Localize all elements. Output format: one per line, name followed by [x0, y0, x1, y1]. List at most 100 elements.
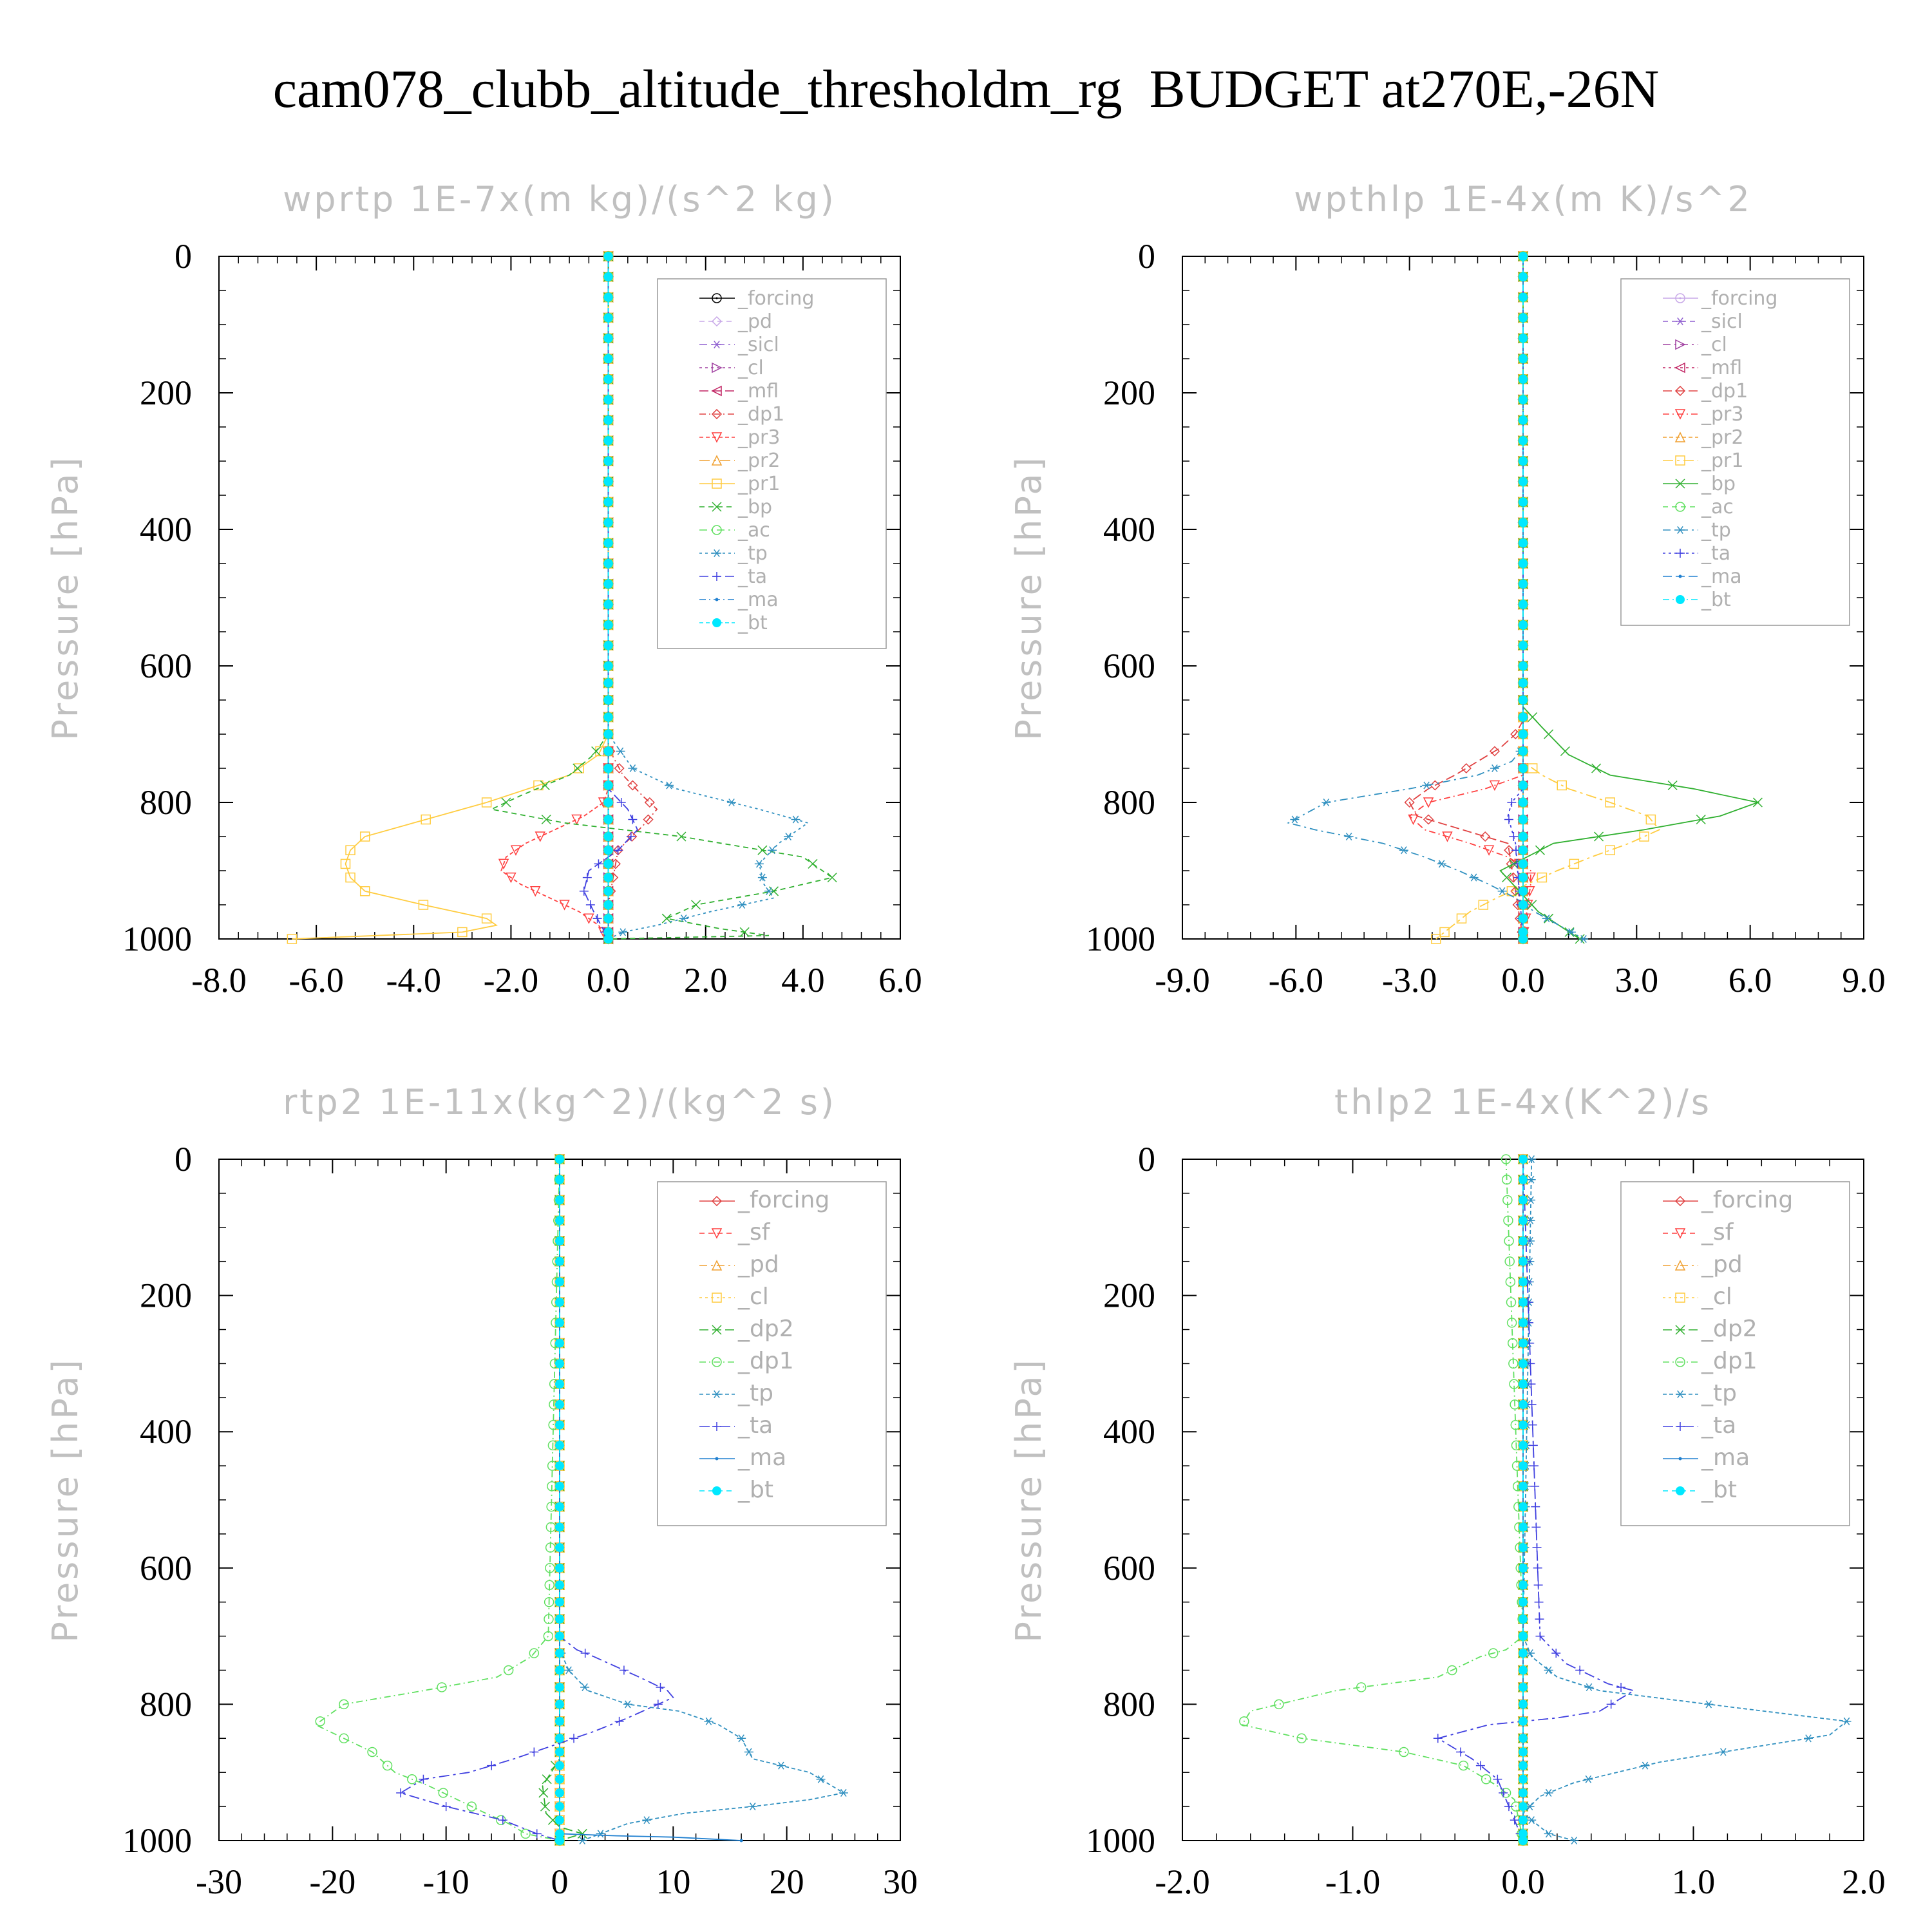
- legend-label: _pr3: [1701, 403, 1743, 426]
- y-tick-label: 600: [140, 647, 192, 685]
- series-marker: [603, 559, 613, 568]
- series-marker: [1519, 415, 1528, 425]
- series-marker: [1519, 764, 1528, 773]
- series-marker: [603, 313, 613, 323]
- series-marker: [1594, 831, 1604, 842]
- legend-label: _tp: [737, 542, 768, 565]
- legend-item: _dp2: [1663, 1316, 1757, 1342]
- series-marker: [530, 886, 541, 897]
- series-marker: [1519, 538, 1528, 548]
- series-marker: [421, 814, 431, 825]
- series-marker: [1509, 832, 1519, 841]
- series-marker: [555, 1338, 564, 1348]
- legend-item: _tp: [699, 1380, 773, 1406]
- series-marker: [359, 831, 370, 842]
- legend-label: _bp: [1701, 473, 1736, 495]
- legend-label: _pd: [737, 310, 772, 333]
- x-tick-label: -2.0: [484, 961, 538, 999]
- series-marker: [1519, 1195, 1528, 1205]
- legend: _forcing _sf _pd _cl _dp2 _dp1 _tp _ta _ma _bt: [657, 1181, 887, 1526]
- series-marker: [603, 815, 613, 824]
- series-marker: [1356, 1682, 1367, 1692]
- legend: _forcing_sicl_cl_mfl_dp1_pr3_pr2_pr1_bp_…: [1620, 278, 1850, 626]
- series-marker: [543, 1631, 554, 1642]
- series-marker: [1842, 1717, 1852, 1725]
- legend-label: _pr2: [1701, 426, 1743, 449]
- legend-marker: [1678, 1457, 1682, 1461]
- legend-label: _ac: [737, 519, 770, 542]
- series-marker: [487, 1761, 497, 1770]
- series-line: [1408, 256, 1531, 940]
- legend-item: _dp2: [699, 1316, 794, 1342]
- series-marker: [1544, 1830, 1553, 1838]
- series-marker: [1519, 600, 1528, 609]
- series-marker: [1501, 873, 1512, 883]
- series-marker: [555, 1256, 564, 1266]
- series-ta: [1433, 1155, 1636, 1845]
- legend-item: _ta: [699, 565, 767, 588]
- series-marker: [580, 1649, 590, 1658]
- series-marker: [603, 620, 613, 630]
- series-marker: [1504, 1236, 1514, 1246]
- legend-item: _cl: [1663, 1283, 1732, 1310]
- legend-box: [657, 278, 887, 649]
- legend-item: _sicl: [1663, 310, 1743, 333]
- series-marker: [603, 927, 613, 937]
- x-tick-label: 6.0: [878, 961, 922, 999]
- series-marker: [592, 914, 602, 923]
- series-marker: [838, 1788, 848, 1797]
- series-marker: [1519, 1815, 1528, 1825]
- series-marker: [574, 763, 584, 773]
- x-tick-label: 3.0: [1615, 961, 1659, 999]
- series-marker: [1433, 1734, 1443, 1743]
- legend-marker: [712, 618, 721, 627]
- series-marker: [596, 1830, 605, 1838]
- series-marker: [1399, 1747, 1409, 1757]
- legend-item: _ma: [699, 1444, 786, 1471]
- series-marker: [1527, 1155, 1537, 1164]
- legend-item: _mfl: [1663, 357, 1742, 379]
- series-marker: [441, 1802, 451, 1812]
- legend-item: _forcing: [699, 287, 814, 310]
- series-marker: [540, 780, 550, 791]
- series-marker: [1458, 1760, 1469, 1771]
- legend-marker: [1674, 1228, 1686, 1239]
- y-axis-label: Pressure [hPa]: [1009, 1357, 1049, 1642]
- series-marker: [1530, 1481, 1540, 1491]
- series-marker: [1519, 696, 1528, 705]
- series-marker: [1527, 1399, 1537, 1409]
- legend-marker: [712, 1422, 721, 1431]
- series-marker: [1519, 1461, 1528, 1471]
- panel-3: -30 -20 -10 0 10 20 30 0 200 400 600 800 1000 rtp2 1E…: [45, 1082, 918, 1901]
- series-marker: [603, 436, 613, 446]
- series-marker: [1508, 872, 1519, 883]
- series-marker: [457, 927, 468, 938]
- panel-1: -8.0 -6.0 -4.0 -2.0 0.0 2.0 4.0 6.0 0 200 400 600 80…: [45, 179, 922, 999]
- legend-item: _bt: [699, 1477, 773, 1503]
- series-marker: [1519, 497, 1528, 507]
- legend-label: _ma: [737, 589, 779, 611]
- legend-marker: [712, 1357, 722, 1367]
- series-marker: [1519, 313, 1528, 323]
- series-marker: [614, 1716, 624, 1726]
- series-line: [607, 256, 810, 940]
- series-marker: [506, 872, 516, 884]
- legend-label: _ta: [737, 1412, 773, 1439]
- legend-marker: [1674, 1260, 1686, 1271]
- series-marker: [1605, 797, 1615, 808]
- series-marker: [1290, 815, 1300, 824]
- series-marker: [573, 763, 583, 773]
- legend-label: _pr3: [737, 426, 780, 449]
- series-marker: [315, 1716, 325, 1727]
- series-marker: [619, 1665, 629, 1675]
- series-marker: [1531, 1502, 1540, 1511]
- x-tick-label: 2.0: [1842, 1862, 1886, 1901]
- series-marker: [679, 914, 688, 923]
- legend-label: _dp2: [1701, 1316, 1757, 1342]
- series-marker: [613, 846, 623, 855]
- series-marker: [555, 1788, 564, 1797]
- series-marker: [419, 1774, 428, 1784]
- series-marker: [1566, 928, 1576, 936]
- y-tick-label: 1000: [1086, 920, 1155, 958]
- legend-label: _tp: [737, 1380, 773, 1406]
